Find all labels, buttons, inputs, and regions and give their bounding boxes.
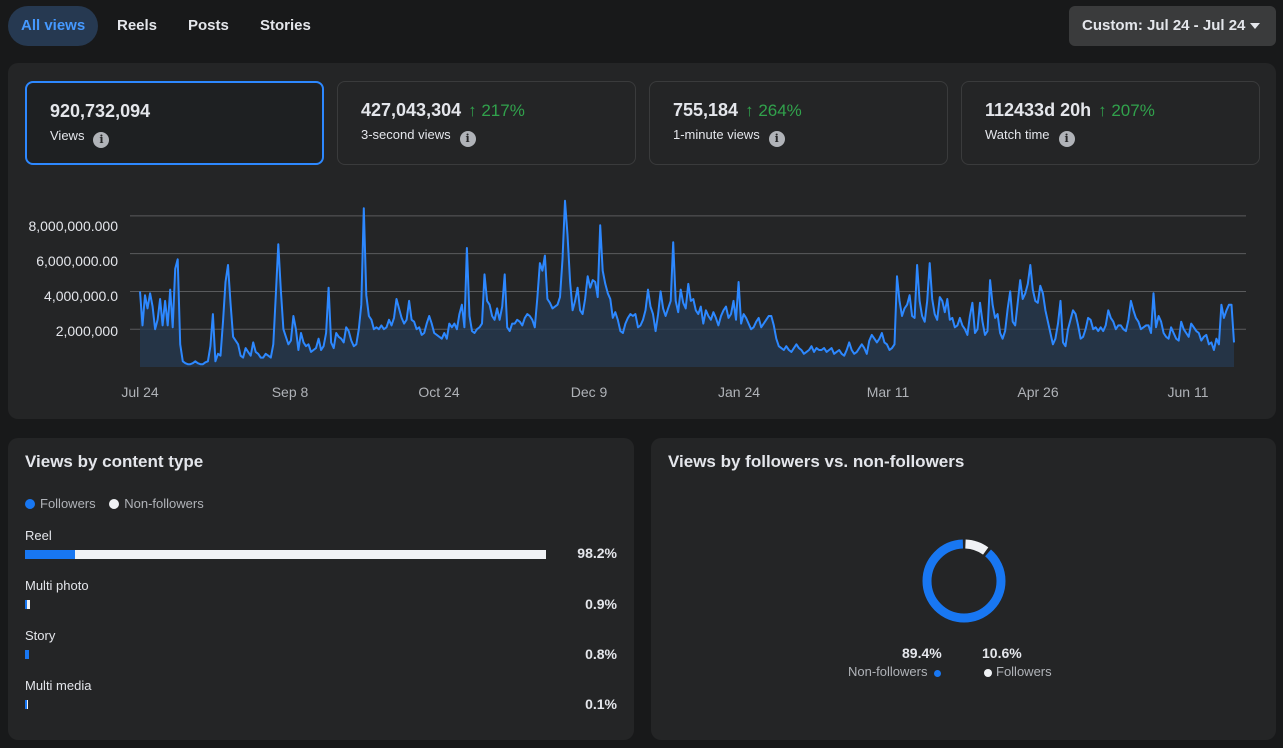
non-followers-segment[interactable] — [922, 539, 1006, 623]
content-type-panel: Views by content type Followers Non-foll… — [8, 438, 634, 740]
content-type-percent: 98.2% — [577, 545, 617, 561]
legend-label: Followers — [40, 496, 96, 511]
info-icon[interactable]: i — [768, 131, 785, 147]
content-type-label: Story — [25, 628, 56, 643]
y-tick-label: 4,000,000.0 — [44, 288, 118, 304]
x-tick-label: Apr 26 — [1017, 384, 1059, 400]
tab-all-views[interactable]: All views — [8, 6, 99, 46]
non-followers-percent: 89.4% — [902, 645, 942, 661]
y-tick-label: 6,000,000.00 — [36, 253, 118, 269]
content-type-bar[interactable] — [25, 650, 30, 659]
x-tick-label: Mar 11 — [866, 384, 910, 400]
content-type-percent: 0.8% — [585, 646, 617, 662]
panel-title: Views by content type — [25, 452, 204, 471]
metric-card-watch-time[interactable]: 112433d 20h ↑ 207% Watch time i — [961, 81, 1260, 165]
metric-value: 427,043,304 ↑ 217% — [361, 100, 525, 120]
followers-donut-chart[interactable] — [920, 537, 1008, 625]
x-tick-label: Jun 11 — [1167, 384, 1209, 400]
metric-card-3-second-views[interactable]: 427,043,304 ↑ 217% 3-second views i — [337, 81, 636, 165]
x-tick-label: Jan 24 — [717, 384, 761, 400]
tab-reels[interactable]: Reels — [117, 17, 158, 34]
content-type-label: Multi media — [25, 678, 92, 693]
x-tick-label: Jul 24 — [121, 384, 159, 400]
metric-label: Watch time i — [985, 127, 1075, 147]
y-axis: 8,000,000.000 6,000,000.00 4,000,000.0 2… — [8, 63, 118, 419]
legend-label: Non-followers — [124, 496, 204, 511]
followers-segment — [25, 650, 30, 659]
content-type-percent: 0.9% — [585, 596, 617, 612]
non-followers-legend-dot — [109, 499, 120, 509]
followers-legend-dot — [25, 499, 35, 509]
followers-label: Followers — [984, 664, 1052, 679]
content-type-bar[interactable] — [25, 600, 30, 609]
non-followers-segment — [26, 700, 28, 709]
change-indicator: ↑ 264% — [745, 101, 802, 120]
y-tick-label: 8,000,000.000 — [28, 218, 118, 234]
y-tick-label: 2,000,000 — [55, 323, 118, 339]
metric-value: 112433d 20h ↑ 207% — [985, 100, 1155, 120]
x-tick-label: Dec 9 — [570, 384, 608, 400]
info-icon[interactable]: i — [459, 131, 476, 147]
x-tick-label: Oct 24 — [418, 384, 460, 400]
legend: Followers Non-followers — [25, 496, 204, 511]
metric-value: 920,732,094 — [50, 101, 151, 121]
change-indicator: ↑ 217% — [468, 101, 525, 120]
x-tick-label: Sep 8 — [271, 384, 309, 400]
non-followers-segment — [26, 600, 30, 609]
views-line-chart[interactable] — [8, 63, 1276, 419]
non-followers-segment — [75, 550, 547, 559]
metric-label: Views i — [50, 128, 110, 148]
info-icon[interactable]: i — [1058, 131, 1075, 147]
content-type-label: Multi photo — [25, 578, 89, 593]
tab-stories[interactable]: Stories — [260, 17, 311, 34]
followers-segment — [25, 550, 76, 559]
metric-value: 755,184 ↑ 264% — [673, 100, 802, 120]
info-icon[interactable]: i — [93, 132, 110, 148]
followers-percent: 10.6% — [982, 645, 1022, 661]
metric-label: 1-minute views i — [673, 127, 785, 147]
metric-card-views[interactable]: 920,732,094 Views i — [25, 81, 324, 165]
series-line[interactable] — [139, 199, 1235, 366]
date-range-dropdown[interactable]: Custom: Jul 24 - Jul 24 — [1069, 6, 1276, 46]
followers-segment — [25, 600, 27, 609]
content-type-label: Reel — [25, 528, 52, 543]
change-indicator: ↑ 207% — [1098, 101, 1155, 120]
date-range-label: Custom: Jul 24 - Jul 24 — [1082, 17, 1246, 34]
content-type-bar[interactable] — [25, 700, 28, 709]
metric-label: 3-second views i — [361, 127, 476, 147]
non-followers-dot — [934, 670, 942, 677]
caret-down-icon — [1250, 23, 1260, 29]
tab-posts[interactable]: Posts — [188, 17, 229, 34]
content-type-bar[interactable] — [25, 550, 547, 559]
non-followers-label: Non-followers — [848, 664, 946, 679]
panel-title: Views by followers vs. non-followers — [668, 452, 965, 471]
metric-card-1-minute-views[interactable]: 755,184 ↑ 264% 1-minute views i — [649, 81, 948, 165]
overview-panel: 920,732,094 Views i 427,043,304 ↑ 217% 3-… — [8, 63, 1276, 419]
followers-split-panel: Views by followers vs. non-followers 89.… — [651, 438, 1276, 740]
followers-segment — [25, 700, 27, 709]
series-area — [140, 200, 1234, 367]
followers-dot — [984, 669, 992, 677]
content-type-percent: 0.1% — [585, 696, 617, 712]
